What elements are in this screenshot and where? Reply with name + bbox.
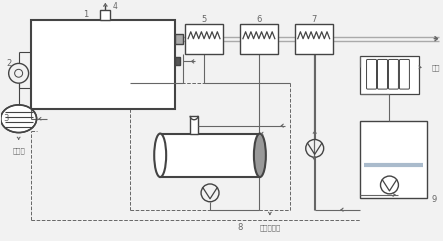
- Bar: [31, 20, 175, 109]
- Text: 2: 2: [7, 59, 12, 68]
- Ellipse shape: [1, 105, 37, 133]
- Text: 蒸汽锅炉水: 蒸汽锅炉水: [259, 224, 280, 231]
- Text: 7: 7: [311, 15, 316, 24]
- FancyBboxPatch shape: [366, 60, 377, 89]
- Text: 5: 5: [202, 15, 207, 24]
- Bar: [185, 24, 223, 54]
- Bar: [360, 121, 427, 198]
- Bar: [360, 56, 420, 94]
- Bar: [101, 10, 110, 20]
- Bar: [295, 24, 333, 54]
- Ellipse shape: [154, 134, 166, 177]
- Text: 6: 6: [256, 15, 261, 24]
- Text: 软水: 软水: [431, 64, 440, 71]
- Text: 4: 4: [113, 2, 117, 11]
- Text: 3: 3: [4, 114, 9, 123]
- Text: 8: 8: [237, 223, 243, 232]
- Bar: [190, 116, 198, 134]
- Bar: [175, 34, 183, 44]
- Bar: [240, 24, 278, 54]
- Ellipse shape: [254, 134, 266, 177]
- Text: 冷空气: 冷空气: [12, 147, 25, 154]
- FancyBboxPatch shape: [389, 60, 398, 89]
- Bar: [175, 57, 180, 65]
- FancyBboxPatch shape: [400, 60, 409, 89]
- FancyBboxPatch shape: [377, 60, 388, 89]
- Text: 9: 9: [431, 195, 437, 204]
- Bar: [160, 134, 260, 177]
- Text: 1: 1: [83, 10, 88, 20]
